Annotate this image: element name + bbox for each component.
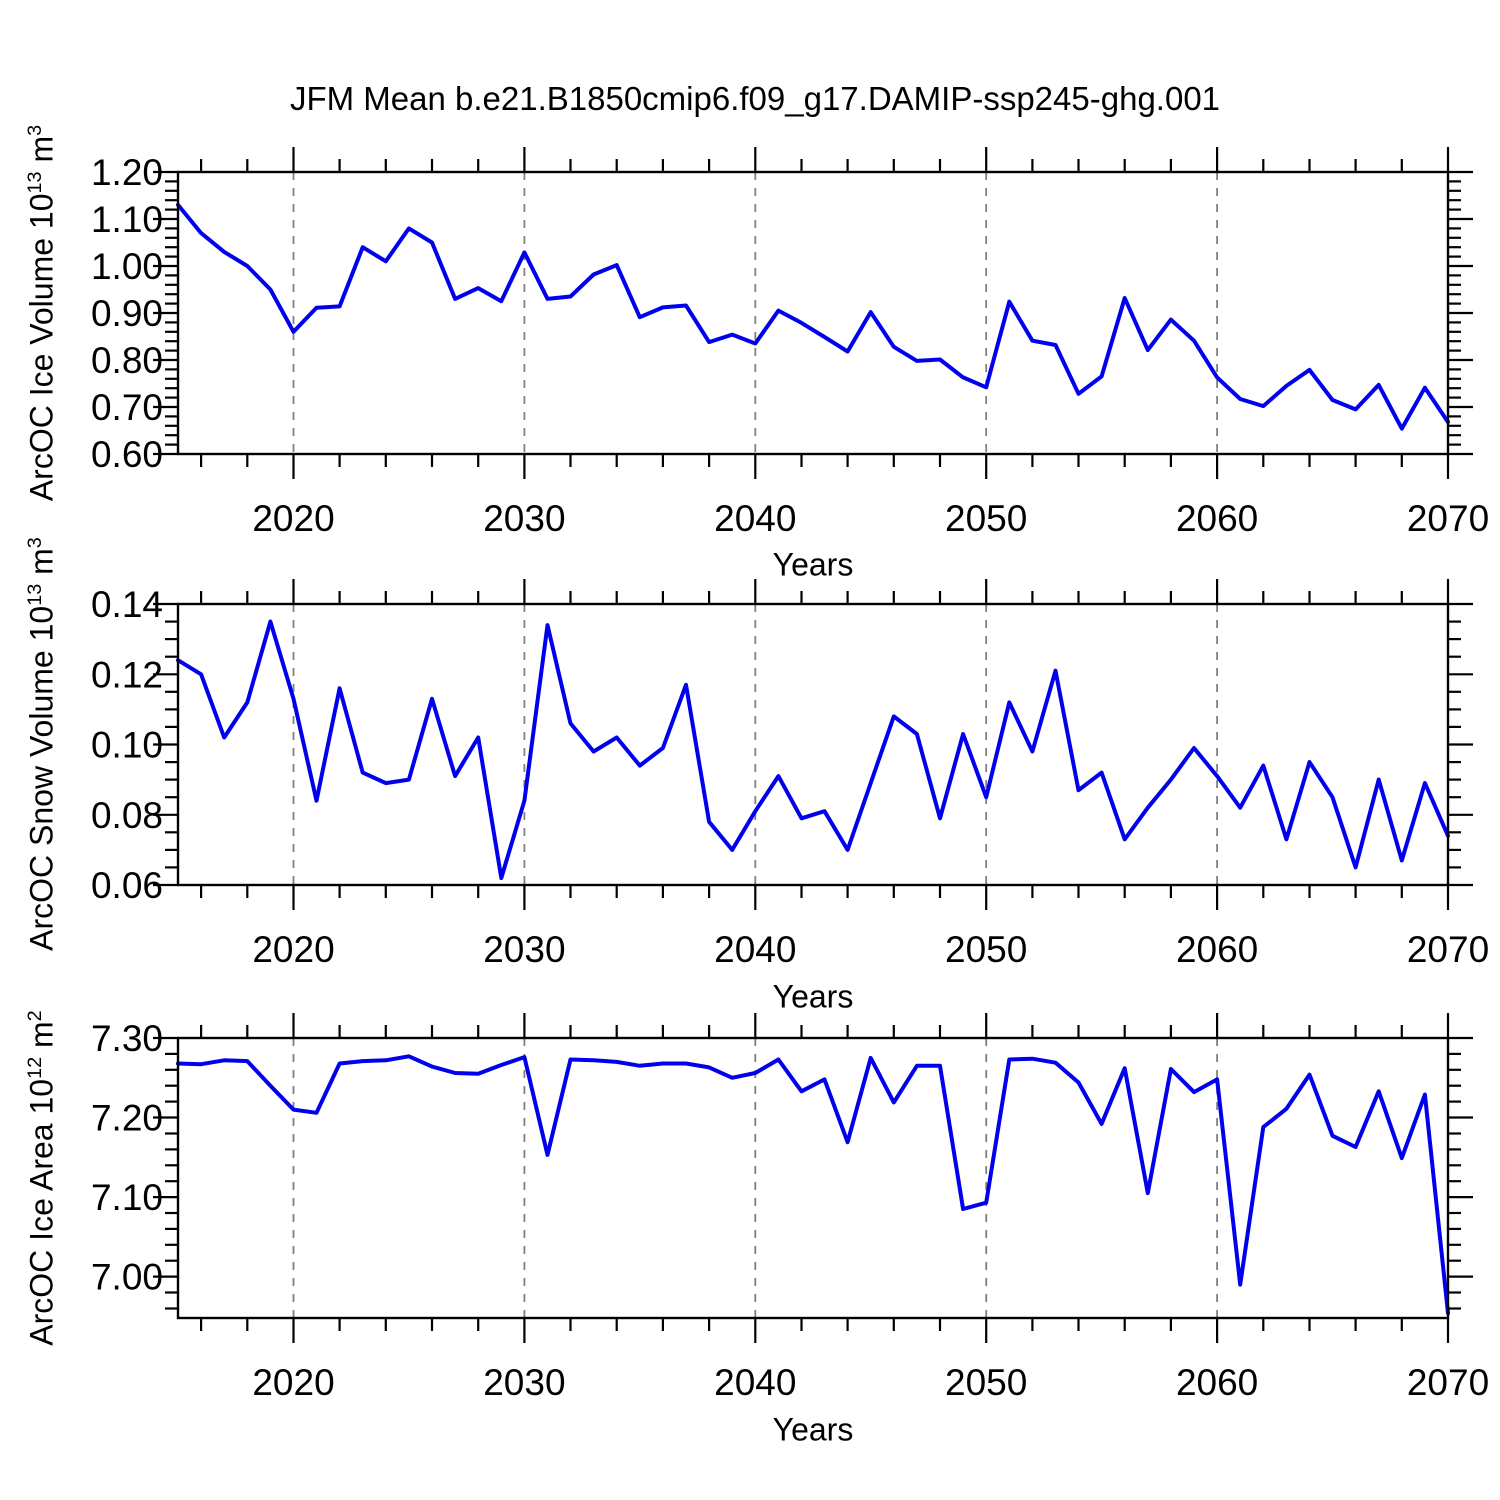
x-axis-title-panel-1: Years bbox=[772, 546, 854, 583]
y-tick-label: 0.06 bbox=[91, 865, 163, 906]
x-tick-label: 2050 bbox=[945, 1362, 1027, 1403]
data-line-arcoc-ice-area bbox=[176, 1054, 1450, 1316]
y-tick-label: 0.80 bbox=[91, 340, 163, 381]
x-tick-label: 2070 bbox=[1407, 929, 1489, 970]
plot-frame bbox=[176, 170, 1450, 456]
x-tick-label: 2040 bbox=[714, 498, 796, 539]
x-axis-title-panel-3: Years bbox=[772, 1411, 854, 1448]
y-tick-label: 0.12 bbox=[91, 654, 163, 695]
y-tick-label: 0.90 bbox=[91, 293, 163, 334]
x-tick-label: 2060 bbox=[1176, 1362, 1258, 1403]
y-tick-label: 1.00 bbox=[91, 246, 163, 287]
x-tick-label: 2050 bbox=[945, 498, 1027, 539]
panel-arcoc-ice-area: 7.00 7.10 7.20 7.30 2020 2030 2040 2050 2060 2070 bbox=[91, 1013, 1489, 1403]
plot-frame bbox=[176, 1036, 1450, 1320]
x-tick-label: 2040 bbox=[714, 929, 796, 970]
y-tick-label: 7.20 bbox=[91, 1098, 163, 1139]
x-tick-label: 2050 bbox=[945, 929, 1027, 970]
x-tick-label: 2060 bbox=[1176, 929, 1258, 970]
y-tick-label: 0.70 bbox=[91, 387, 163, 428]
x-tick-label: 2070 bbox=[1407, 498, 1489, 539]
data-line-arcoc-ice-volume bbox=[176, 202, 1450, 431]
figure-title: JFM Mean b.e21.B1850cmip6.f09_g17.DAMIP-… bbox=[289, 80, 1221, 117]
y-tick-label: 0.60 bbox=[91, 434, 163, 475]
y-tick-label: 7.10 bbox=[91, 1177, 163, 1218]
x-tick-label: 2030 bbox=[483, 498, 565, 539]
panel-arcoc-snow-volume: 0.06 0.08 0.10 0.12 0.14 2020 2030 2040 2050 2060… bbox=[91, 579, 1489, 970]
plot-frame bbox=[176, 602, 1450, 887]
y-tick-label: 0.10 bbox=[91, 725, 163, 766]
y-tick-label: 0.14 bbox=[91, 584, 163, 625]
x-tick-label: 2020 bbox=[252, 929, 334, 970]
y-tick-label: 0.08 bbox=[91, 795, 163, 836]
y-tick-label: 7.00 bbox=[91, 1257, 163, 1298]
y-tick-label: 7.30 bbox=[91, 1018, 163, 1059]
x-axis-title-panel-2: Years bbox=[772, 978, 854, 1015]
y-tick-label: 1.10 bbox=[91, 199, 163, 240]
panel-arcoc-ice-volume: 0.60 0.70 0.80 0.90 1.00 1.10 1.20 2020 2030 2040… bbox=[91, 147, 1489, 539]
x-tick-label: 2040 bbox=[714, 1362, 796, 1403]
x-tick-label: 2060 bbox=[1176, 498, 1258, 539]
y-tick-label: 1.20 bbox=[91, 152, 163, 193]
x-tick-label: 2070 bbox=[1407, 1362, 1489, 1403]
x-tick-label: 2030 bbox=[483, 1362, 565, 1403]
x-tick-label: 2020 bbox=[252, 1362, 334, 1403]
x-tick-label: 2020 bbox=[252, 498, 334, 539]
data-line-arcoc-snow-volume bbox=[176, 619, 1450, 880]
x-tick-label: 2030 bbox=[483, 929, 565, 970]
